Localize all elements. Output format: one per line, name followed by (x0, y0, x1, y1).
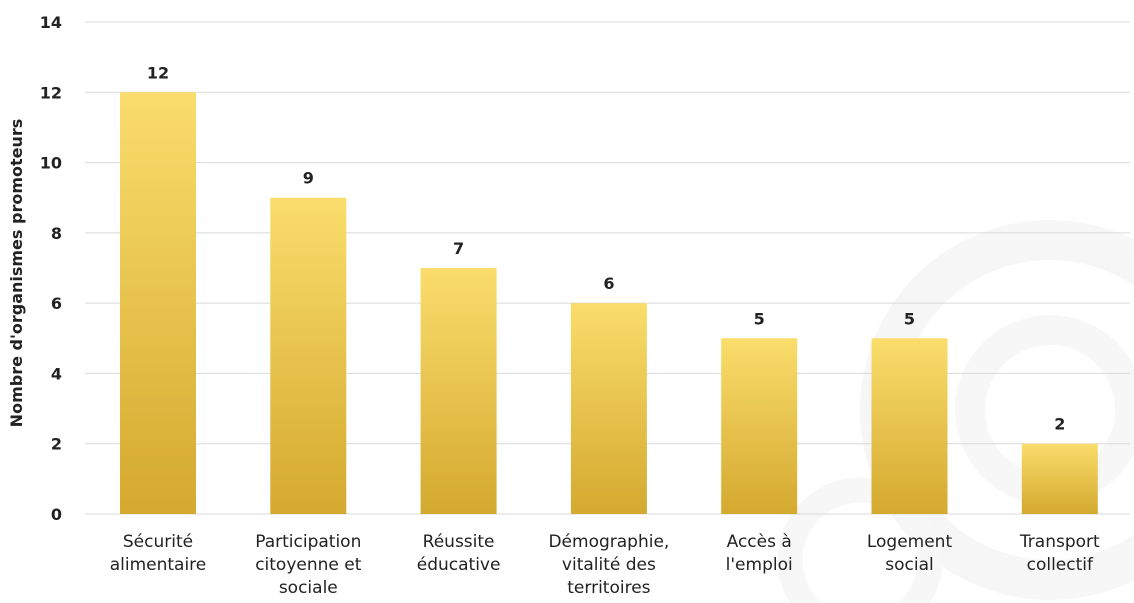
x-category-label: sociale (279, 578, 338, 598)
data-label: 2 (1054, 415, 1065, 434)
bar (420, 268, 497, 514)
bar (1021, 443, 1098, 514)
data-label: 12 (147, 63, 169, 82)
bar (871, 338, 948, 514)
y-tick-label: 14 (40, 13, 62, 32)
data-label: 6 (603, 274, 614, 293)
x-category-label: collectif (1027, 555, 1094, 575)
x-category-label: alimentaire (110, 555, 207, 575)
x-category-label: Participation (255, 532, 361, 552)
x-category-label: Logement (867, 532, 953, 552)
x-category-label: Accès à (727, 532, 792, 552)
y-tick-label: 4 (51, 364, 62, 383)
x-category-label: territoires (567, 578, 650, 598)
x-category-label: social (885, 555, 933, 575)
y-tick-label: 10 (40, 154, 62, 173)
data-labels: 12 9 7 6 5 5 2 (147, 63, 1066, 433)
x-category-label: Réussite (423, 532, 495, 552)
y-tick-label: 0 (51, 505, 62, 524)
data-label: 9 (303, 169, 314, 188)
y-tick-label: 12 (40, 83, 62, 102)
x-category-label: Sécurité (123, 532, 193, 552)
x-axis-categories: Sécurité alimentaire Participation citoyenn… (110, 532, 1100, 598)
bar (721, 338, 798, 514)
x-category-label: Démographie, (548, 532, 669, 552)
y-tick-label: 6 (51, 294, 62, 313)
data-label: 5 (754, 309, 765, 328)
data-label: 5 (904, 309, 915, 328)
bar (270, 197, 347, 514)
gridlines (85, 21, 1130, 515)
bar (570, 303, 647, 514)
x-category-label: l'emploi (726, 555, 793, 575)
bars (120, 92, 1098, 515)
bar (120, 92, 196, 515)
y-axis: 0 2 4 6 8 10 12 14 (40, 13, 62, 524)
x-category-label: citoyenne et (255, 555, 362, 575)
x-category-label: Transport (1019, 532, 1100, 552)
x-category-label: vitalité des (562, 555, 656, 575)
y-tick-label: 8 (51, 224, 62, 243)
y-axis-title: Nombre d'organismes promoteurs (7, 119, 26, 428)
y-tick-label: 2 (51, 435, 62, 454)
x-category-label: éducative (417, 555, 501, 575)
data-label: 7 (453, 239, 464, 258)
